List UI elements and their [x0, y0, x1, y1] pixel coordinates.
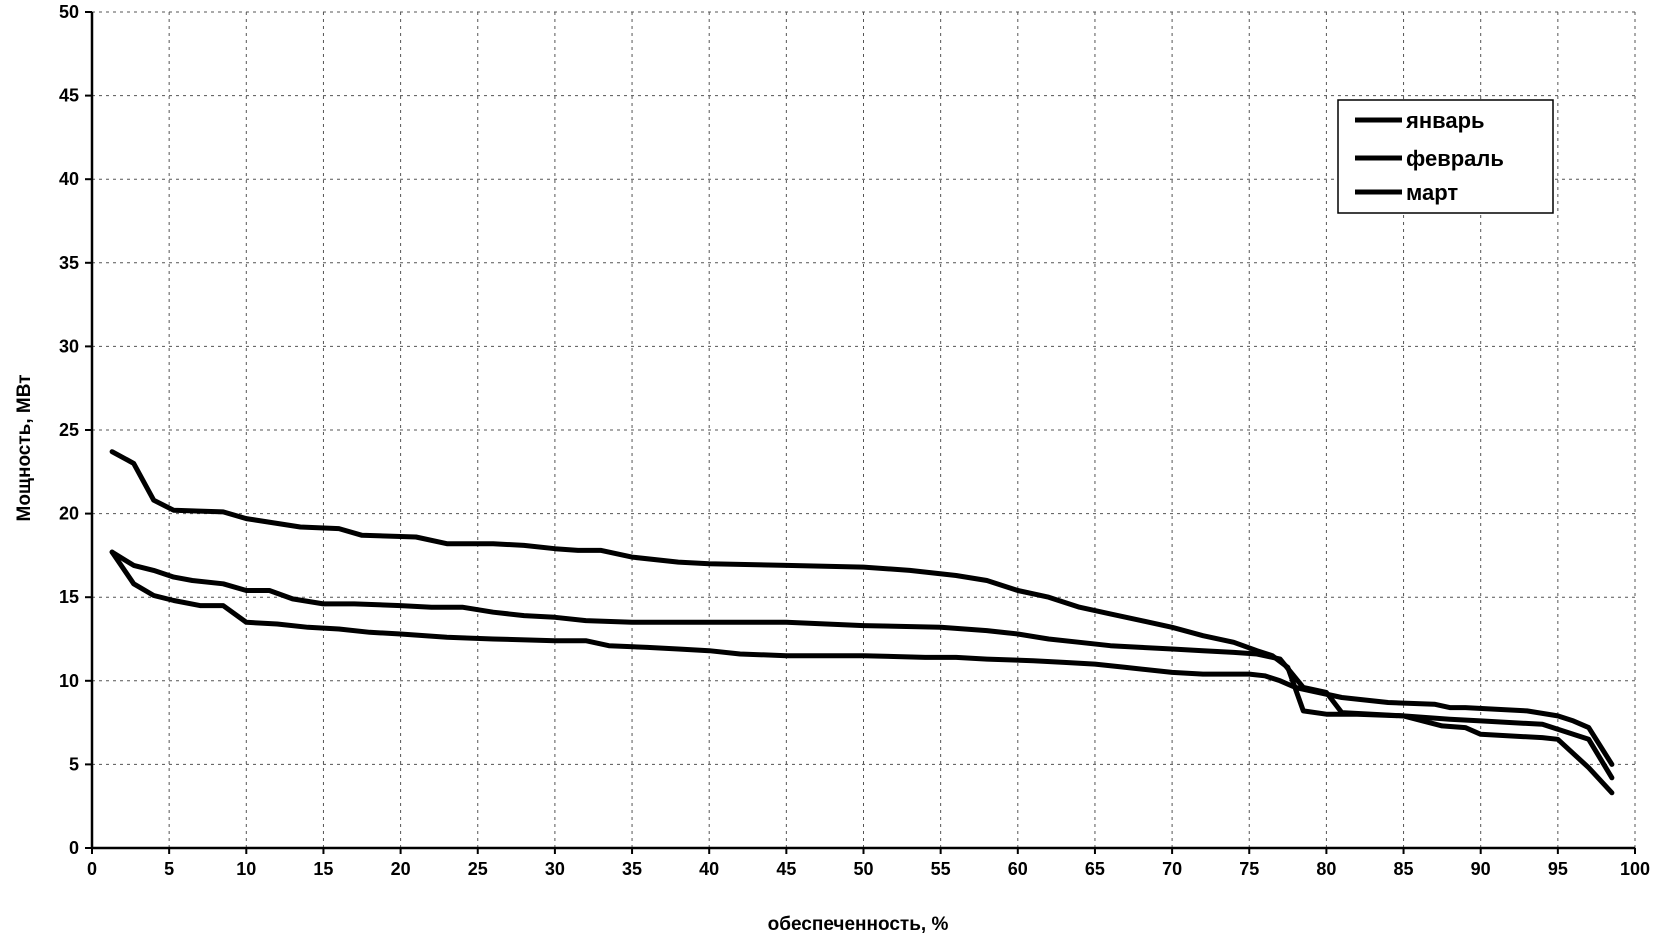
y-tick-label-5: 5 — [69, 754, 79, 774]
y-tick-label-20: 20 — [59, 504, 79, 524]
legend: январь февраль март — [1337, 99, 1554, 214]
x-tick-label-65: 65 — [1085, 859, 1105, 879]
series-line-1 — [109, 549, 1615, 781]
y-tick-label-10: 10 — [59, 671, 79, 691]
x-tick-label-30: 30 — [545, 859, 565, 879]
x-tick-label-90: 90 — [1471, 859, 1491, 879]
y-tick-label-35: 35 — [59, 253, 79, 273]
legend-label-1: февраль — [1406, 146, 1504, 171]
y-tick-labels: 0 5 10 15 20 25 30 35 40 45 50 — [59, 2, 79, 858]
y-tick-label-45: 45 — [59, 86, 79, 106]
y-tick-label-15: 15 — [59, 587, 79, 607]
y-tick-label-30: 30 — [59, 336, 79, 356]
x-tick-label-100: 100 — [1620, 859, 1650, 879]
axes — [85, 11, 1636, 854]
grid — [92, 11, 1636, 848]
x-tick-label-35: 35 — [622, 859, 642, 879]
x-tick-label-60: 60 — [1008, 859, 1028, 879]
series-lines — [109, 449, 1615, 796]
x-tick-label-5: 5 — [164, 859, 174, 879]
x-tick-labels: 0 5 10 15 20 25 30 35 40 45 50 55 60 65 70 75 80 85 90 95 10… — [87, 859, 1650, 879]
x-tick-label-50: 50 — [853, 859, 873, 879]
x-tick-label-95: 95 — [1548, 859, 1568, 879]
series-line-2 — [109, 549, 1615, 767]
x-tick-label-80: 80 — [1316, 859, 1336, 879]
x-tick-label-20: 20 — [391, 859, 411, 879]
x-tick-label-70: 70 — [1162, 859, 1182, 879]
y-tick-label-50: 50 — [59, 2, 79, 22]
x-tick-label-40: 40 — [699, 859, 719, 879]
x-tick-label-0: 0 — [87, 859, 97, 879]
x-tick-label-25: 25 — [468, 859, 488, 879]
y-tick-label-40: 40 — [59, 169, 79, 189]
y-tick-label-0: 0 — [69, 838, 79, 858]
x-axis-label: обеспеченность, % — [768, 914, 949, 935]
y-axis-label: Мощность, МВт — [14, 374, 35, 521]
x-tick-label-85: 85 — [1394, 859, 1414, 879]
series-line-0 — [109, 449, 1615, 796]
x-tick-label-15: 15 — [313, 859, 333, 879]
x-tick-label-55: 55 — [931, 859, 951, 879]
x-tick-label-75: 75 — [1239, 859, 1259, 879]
legend-label-0: январь — [1405, 108, 1485, 133]
x-tick-label-10: 10 — [236, 859, 256, 879]
legend-label-2: март — [1406, 180, 1458, 205]
y-tick-label-25: 25 — [59, 420, 79, 440]
x-tick-label-45: 45 — [776, 859, 796, 879]
